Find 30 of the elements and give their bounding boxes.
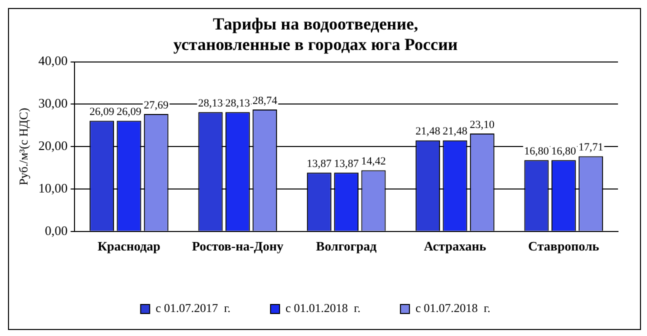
y-tick-label: 0,00 bbox=[44, 222, 68, 238]
data-label: 28,13 bbox=[225, 98, 251, 110]
data-label: 28,74 bbox=[252, 94, 278, 107]
data-label: 28,13 bbox=[198, 98, 224, 110]
data-label: 13,87 bbox=[306, 158, 332, 170]
legend-label: с 01.01.2018 г. bbox=[286, 301, 360, 316]
x-tick-label: Астрахань bbox=[424, 238, 486, 254]
x-tick-label: Ростов-на-Дону bbox=[192, 238, 284, 254]
data-label: 23,10 bbox=[470, 118, 496, 131]
x-tick-label: Краснодар bbox=[98, 238, 160, 254]
y-tick-label: 30,00 bbox=[38, 96, 68, 111]
data-label: 26,09 bbox=[89, 106, 115, 118]
legend-label: с 01.07.2018 г. bbox=[415, 301, 490, 316]
data-label: 26,09 bbox=[116, 106, 142, 118]
data-label: 17,71 bbox=[578, 142, 604, 154]
x-tick-label: Волгоград bbox=[316, 238, 378, 254]
y-tick-label: 40,00 bbox=[38, 53, 68, 68]
chart-title: Тарифы на водоотведение, установленные в городах юга России bbox=[173, 14, 458, 54]
y-tick-label: 10,00 bbox=[38, 180, 68, 196]
data-label: 16,80 bbox=[551, 146, 577, 158]
data-label: 21,48 bbox=[442, 126, 468, 138]
legend-label: с 01.07.2017 г. bbox=[156, 301, 231, 316]
data-label: 21,48 bbox=[415, 126, 441, 138]
y-axis-title: Руб./м³(с НДС) bbox=[16, 108, 30, 186]
y-tick-label: 20,00 bbox=[38, 138, 68, 154]
x-tick-label: Ставрополь bbox=[528, 238, 600, 254]
data-label: 14,42 bbox=[361, 156, 386, 168]
data-label: 27,69 bbox=[144, 99, 170, 112]
data-label: 13,87 bbox=[334, 158, 360, 170]
data-label: 16,80 bbox=[524, 146, 550, 158]
